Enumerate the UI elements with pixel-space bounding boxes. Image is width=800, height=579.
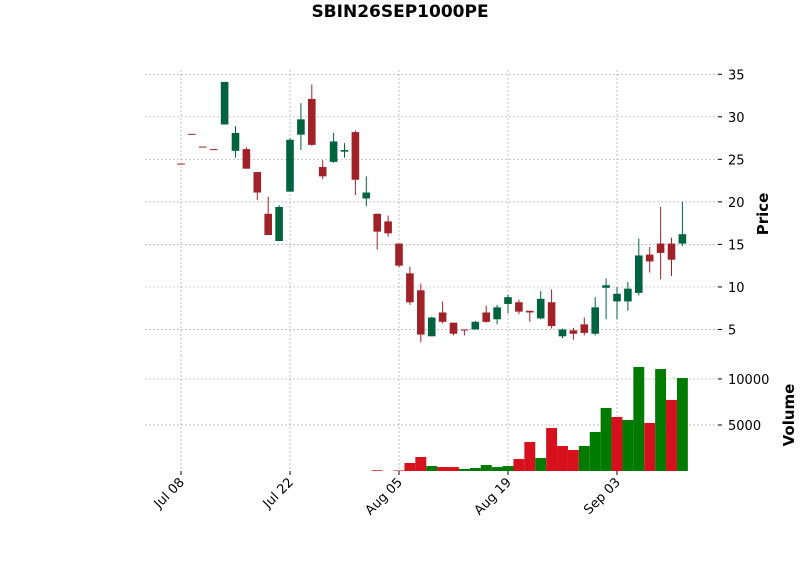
volume-bar — [600, 407, 612, 471]
candle-body — [351, 132, 360, 180]
candle-body — [493, 307, 501, 320]
volume-bar — [633, 366, 645, 471]
candle-body — [275, 206, 283, 241]
candle-body — [656, 243, 665, 253]
volume-bar — [622, 419, 634, 471]
volume-tick-label: 10000 — [728, 373, 769, 388]
x-tick-label: Aug 19 — [472, 475, 515, 518]
candle-body — [395, 243, 403, 266]
x-tick-label: Jul 22 — [260, 475, 297, 512]
candle-body — [177, 163, 185, 165]
candle-body — [329, 141, 338, 162]
candle-body — [678, 234, 687, 244]
candle-body — [373, 213, 381, 232]
volume-bar — [513, 459, 525, 471]
y-tick-label: 20 — [728, 196, 745, 211]
volume-bar — [393, 470, 405, 471]
volume-bar — [437, 467, 449, 471]
candle-body — [536, 298, 545, 319]
volume-bar — [415, 457, 427, 471]
candle-body — [308, 98, 316, 145]
volume-bar — [546, 428, 558, 471]
candle-body — [231, 132, 240, 151]
candle-body — [667, 243, 676, 260]
candle-body — [591, 307, 599, 334]
y-tick-label: 10 — [728, 281, 745, 296]
candle-body — [362, 192, 371, 199]
candle-body — [482, 312, 490, 322]
candle-body — [449, 322, 458, 334]
volume-bar — [524, 442, 536, 471]
candle-body — [624, 288, 632, 302]
candle-body — [384, 221, 392, 234]
volume-bar — [502, 466, 514, 471]
candle-body — [515, 302, 523, 312]
volume-bar — [491, 467, 503, 471]
volume-bar — [458, 468, 470, 471]
candle-body — [635, 255, 643, 293]
x-tick-label: Aug 05 — [363, 475, 406, 518]
candle-body — [209, 149, 218, 151]
chart-title: SBIN26SEP1000PE — [311, 2, 488, 22]
candle-body — [199, 146, 207, 148]
candle-body — [504, 297, 512, 304]
y-tick-label: 35 — [728, 68, 745, 83]
candle-body — [602, 285, 610, 288]
volume-bar — [371, 470, 383, 471]
candle-body — [526, 310, 534, 313]
volume-bar — [655, 368, 667, 471]
candle-body — [253, 172, 262, 193]
candle-body — [220, 81, 229, 125]
volume-axis-label: Volume — [780, 384, 798, 447]
volume-bar — [589, 431, 601, 471]
volume-bar — [611, 416, 623, 471]
candle-body — [427, 317, 436, 337]
volume-bar — [426, 466, 438, 471]
volume-bar — [404, 462, 416, 471]
candle-body — [569, 330, 578, 334]
volume-bar — [480, 465, 492, 471]
volume-bar — [448, 467, 459, 471]
y-tick-label: 5 — [728, 323, 736, 338]
candle-body — [340, 149, 349, 152]
volume-bar — [666, 399, 677, 471]
volume-bar — [676, 378, 688, 471]
candle-body — [580, 324, 589, 333]
candle-body — [318, 166, 327, 177]
volume-bar — [578, 445, 590, 471]
x-tick-label: Sep 03 — [581, 475, 624, 518]
candle-body — [645, 254, 654, 262]
candle-body — [438, 312, 447, 322]
candle-body — [460, 329, 469, 331]
volume-bar — [567, 450, 579, 471]
volume-tick-label: 5000 — [728, 419, 761, 434]
volume-bar — [644, 422, 656, 471]
candle-body — [613, 293, 621, 302]
candle-body — [558, 329, 567, 337]
volume-bar — [469, 467, 481, 471]
y-tick-label: 30 — [728, 111, 745, 126]
x-tick-label: Jul 08 — [151, 475, 188, 512]
volume-bar — [535, 458, 547, 471]
candle-body — [406, 273, 414, 303]
candle-body — [286, 139, 294, 192]
candle-body — [242, 149, 251, 169]
candle-body — [417, 290, 425, 335]
candle-body — [264, 213, 272, 236]
y-axis-label: Price — [754, 193, 772, 236]
candle-body — [471, 321, 480, 330]
y-tick-label: 15 — [728, 238, 745, 253]
candle-body — [297, 119, 305, 135]
candle-body — [188, 133, 196, 135]
candle-body — [547, 302, 556, 327]
y-tick-label: 25 — [728, 153, 745, 168]
volume-bar — [557, 445, 568, 471]
